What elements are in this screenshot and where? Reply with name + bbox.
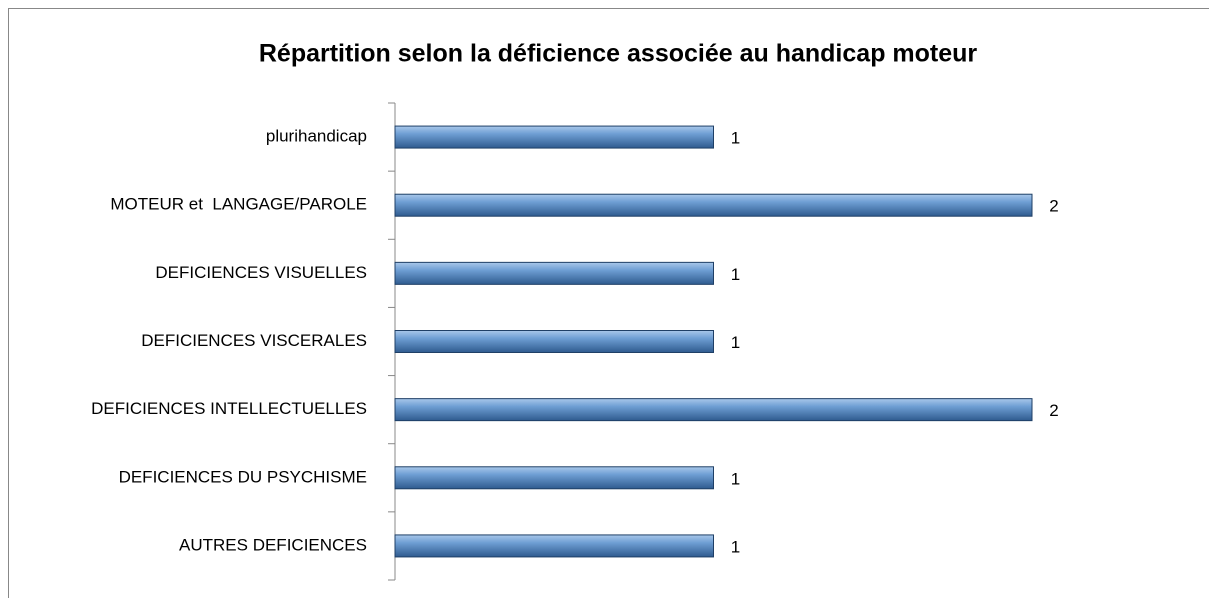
category-label: DEFICIENCES DU PSYCHISME: [119, 467, 367, 486]
data-label: 1: [731, 265, 740, 284]
chart-border: [8, 8, 1209, 598]
data-label: 1: [731, 469, 740, 488]
bar: [394, 125, 714, 149]
category-label: MOTEUR et LANGAGE/PAROLE: [110, 195, 367, 214]
bar: [394, 193, 1033, 217]
data-label: 1: [731, 537, 740, 556]
category-label: DEFICIENCES VISUELLES: [155, 263, 367, 282]
category-label: DEFICIENCES VISCERALES: [141, 331, 367, 350]
category-label: AUTRES DEFICIENCES: [179, 535, 367, 554]
category-label: plurihandicap: [266, 127, 367, 146]
data-label: 2: [1049, 401, 1058, 420]
chart-title: Répartition selon la déficience associée…: [259, 40, 978, 68]
data-label: 1: [731, 333, 740, 352]
bar: [394, 398, 1033, 422]
bar: [394, 330, 714, 353]
bar: [394, 534, 714, 558]
data-label: 1: [731, 129, 740, 148]
bar: [394, 466, 714, 490]
data-label: 2: [1049, 197, 1058, 216]
bar: [394, 261, 714, 285]
category-label: DEFICIENCES INTELLECTUELLES: [91, 399, 367, 418]
